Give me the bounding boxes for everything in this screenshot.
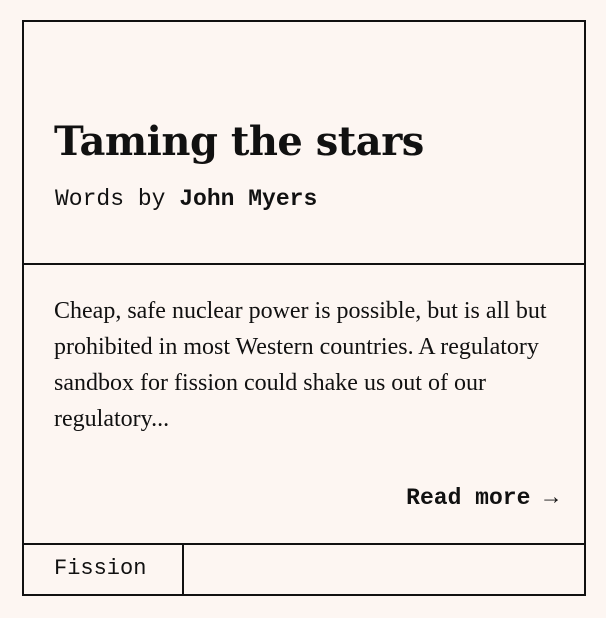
article-footer: Fission: [24, 545, 584, 594]
byline-prefix: Words by: [55, 186, 180, 212]
article-title[interactable]: Taming the stars: [54, 118, 424, 165]
article-card: Taming the stars Words by John Myers Che…: [22, 20, 586, 596]
tag-label: Fission: [54, 556, 147, 581]
tag-fission[interactable]: Fission: [24, 545, 184, 594]
read-more-link[interactable]: Read more →: [406, 485, 558, 511]
article-excerpt: Cheap, safe nuclear power is possible, b…: [54, 298, 547, 432]
author-name[interactable]: John Myers: [179, 186, 318, 212]
byline: Words by John Myers: [55, 186, 317, 212]
article-body: Cheap, safe nuclear power is possible, b…: [24, 265, 584, 545]
article-header: Taming the stars Words by John Myers: [24, 22, 584, 265]
